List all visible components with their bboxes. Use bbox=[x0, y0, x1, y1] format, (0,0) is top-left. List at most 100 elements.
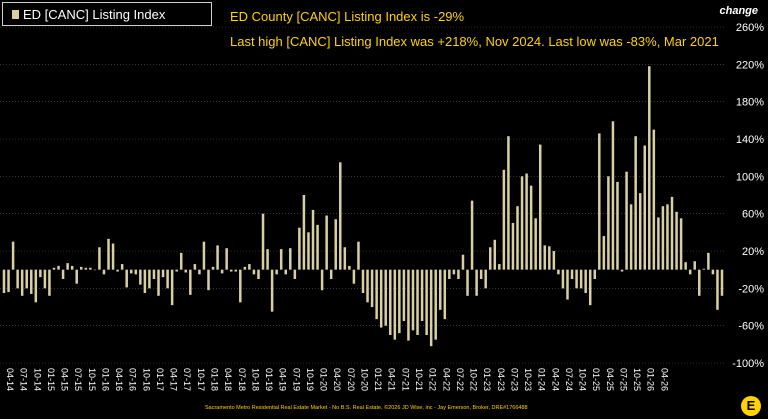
bar bbox=[325, 215, 328, 270]
bar bbox=[598, 133, 601, 270]
bar bbox=[129, 269, 133, 274]
x-tick-label: 01-26 bbox=[646, 368, 656, 391]
x-tick-label: 04-16 bbox=[114, 368, 124, 391]
bar bbox=[34, 269, 38, 303]
x-tick-label: 01-19 bbox=[264, 368, 274, 391]
bar bbox=[498, 264, 501, 270]
bar bbox=[484, 269, 487, 289]
bar bbox=[511, 223, 515, 270]
bar bbox=[543, 245, 547, 270]
x-tick-label: 10-18 bbox=[250, 368, 260, 391]
x-tick-label: 07-16 bbox=[128, 368, 138, 391]
bar bbox=[666, 204, 669, 270]
x-tick-label: 04-21 bbox=[387, 368, 397, 391]
bar bbox=[548, 246, 551, 270]
bar bbox=[366, 269, 369, 303]
x-tick-label: 10-16 bbox=[141, 368, 151, 391]
bar bbox=[2, 269, 6, 293]
bar bbox=[634, 136, 637, 270]
bar bbox=[279, 249, 283, 270]
bar bbox=[148, 269, 151, 289]
x-tick-label: 07-24 bbox=[564, 368, 574, 391]
x-tick-label: 04-20 bbox=[332, 368, 342, 391]
bar bbox=[80, 266, 83, 270]
bar bbox=[439, 269, 442, 310]
bar bbox=[566, 269, 569, 300]
bar bbox=[698, 269, 701, 296]
bar bbox=[661, 206, 665, 270]
bar bbox=[111, 243, 115, 270]
bar bbox=[48, 269, 51, 296]
bar bbox=[379, 269, 383, 328]
bar bbox=[588, 269, 592, 306]
bar bbox=[98, 247, 101, 270]
bar bbox=[552, 251, 556, 270]
x-tick-label: 07-19 bbox=[291, 368, 301, 391]
x-tick-label: 01-25 bbox=[591, 368, 601, 391]
x-tick-label: 01-20 bbox=[319, 368, 329, 391]
bar bbox=[120, 264, 124, 270]
bar bbox=[11, 241, 15, 270]
bar bbox=[152, 269, 156, 279]
bar bbox=[707, 252, 710, 270]
bar bbox=[339, 162, 342, 270]
bar bbox=[538, 144, 542, 270]
bar bbox=[575, 269, 578, 289]
bar bbox=[143, 269, 147, 293]
bar bbox=[175, 269, 178, 272]
x-tick-label: 07-15 bbox=[73, 368, 83, 391]
x-tick-label: 04-18 bbox=[223, 368, 233, 391]
legend: ED [CANC] Listing Index bbox=[2, 2, 212, 26]
bar bbox=[348, 265, 351, 270]
x-tick-label: 07-22 bbox=[455, 368, 465, 391]
x-tick-label: 01-24 bbox=[537, 368, 547, 391]
bar bbox=[43, 269, 47, 289]
x-tick-label: 04-15 bbox=[60, 368, 70, 391]
x-tick-label: 10-25 bbox=[632, 368, 642, 391]
x-tick-label: 07-23 bbox=[509, 368, 519, 391]
bar bbox=[7, 269, 10, 293]
bar bbox=[584, 269, 587, 293]
bar bbox=[84, 267, 88, 270]
bar bbox=[470, 200, 474, 270]
bar bbox=[643, 145, 646, 270]
bar bbox=[648, 66, 651, 270]
x-tick-label: 04-23 bbox=[496, 368, 506, 391]
x-tick-label: 04-17 bbox=[169, 368, 179, 391]
brand-logo: E bbox=[741, 396, 761, 416]
bar bbox=[620, 269, 624, 272]
y-tick-label: 140% bbox=[736, 134, 764, 146]
bar bbox=[229, 269, 233, 272]
chart-title: ED County [CANC] Listing Index is -29% bbox=[230, 9, 465, 24]
bar bbox=[570, 269, 574, 279]
bar bbox=[211, 266, 215, 270]
bar bbox=[516, 206, 519, 270]
bar bbox=[275, 269, 278, 275]
bar bbox=[402, 269, 406, 321]
x-tick-label: 04-19 bbox=[278, 368, 288, 391]
bar bbox=[425, 269, 428, 335]
bar bbox=[507, 136, 510, 270]
x-tick-label: 10-14 bbox=[32, 368, 42, 391]
x-tick-label: 04-25 bbox=[605, 368, 615, 391]
bar bbox=[657, 217, 660, 270]
bar bbox=[234, 269, 238, 272]
bar bbox=[252, 269, 256, 275]
bar bbox=[616, 181, 619, 270]
bar bbox=[216, 245, 219, 270]
bar bbox=[361, 269, 365, 293]
bar bbox=[198, 269, 201, 275]
bar bbox=[161, 269, 165, 278]
bar bbox=[61, 269, 65, 279]
bar bbox=[443, 269, 447, 320]
bar bbox=[316, 224, 319, 270]
legend-label: ED [CANC] Listing Index bbox=[23, 7, 166, 22]
x-tick-label: 07-17 bbox=[182, 368, 192, 391]
bar bbox=[311, 209, 315, 270]
bar bbox=[452, 269, 456, 275]
bar bbox=[411, 269, 415, 331]
bar bbox=[420, 269, 424, 321]
x-tick-label: 10-21 bbox=[414, 368, 424, 391]
bar bbox=[370, 269, 374, 307]
